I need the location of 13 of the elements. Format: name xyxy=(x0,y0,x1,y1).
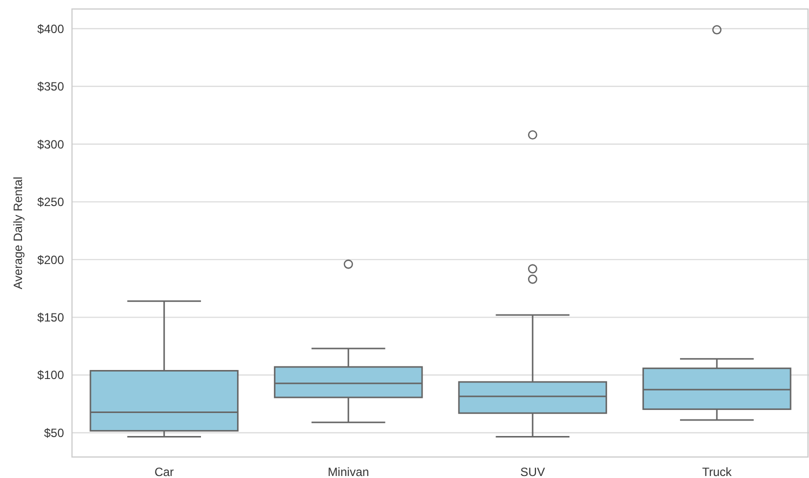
x-tick-label: Truck xyxy=(702,465,733,478)
y-tick-label: $100 xyxy=(37,368,64,382)
y-tick-label: $50 xyxy=(44,426,64,440)
x-tick-label: Minivan xyxy=(328,465,370,478)
y-tick-label: $350 xyxy=(37,80,64,94)
y-tick-label: $300 xyxy=(37,137,64,152)
y-tick-label: $400 xyxy=(37,22,64,36)
y-tick-label: $250 xyxy=(37,195,64,210)
y-tick-label: $200 xyxy=(37,252,64,267)
y-axis-title: Average Daily Rental xyxy=(11,176,25,290)
x-tick-label: SUV xyxy=(520,465,545,478)
x-tick-label: Car xyxy=(154,465,174,478)
y-tick-label: $150 xyxy=(37,310,64,324)
